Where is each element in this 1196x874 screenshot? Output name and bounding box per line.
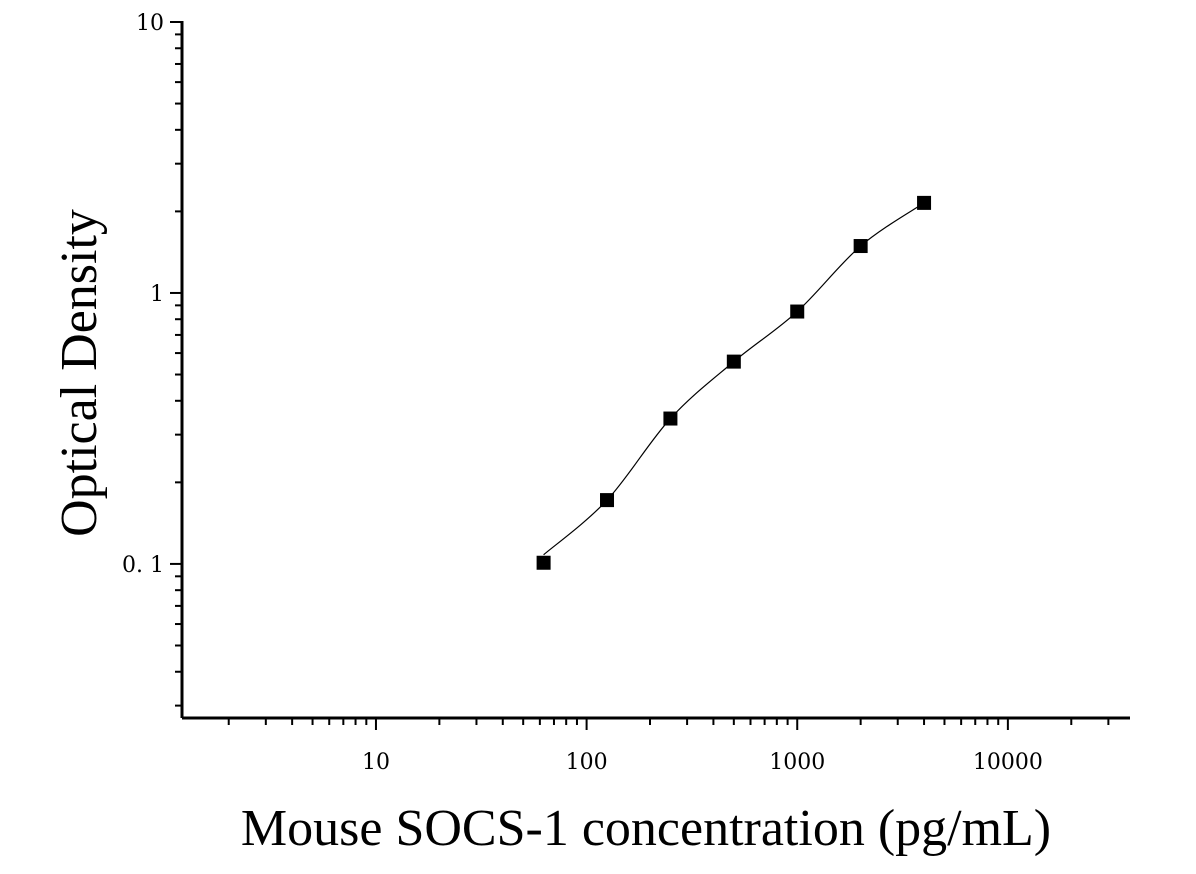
data-point xyxy=(917,195,932,210)
axis-ticks xyxy=(170,21,1110,730)
data-point xyxy=(853,239,868,254)
x-tick-label: 10 xyxy=(362,750,390,775)
data-point xyxy=(726,354,741,369)
y-tick-label: 0. 1 xyxy=(122,553,164,578)
data-points xyxy=(536,195,932,570)
x-tick-label: 100 xyxy=(566,750,608,775)
data-point xyxy=(536,555,551,570)
y-tick-label: 10 xyxy=(136,11,164,36)
y-tick-label: 1 xyxy=(150,282,164,307)
data-point xyxy=(663,411,678,426)
data-point xyxy=(600,493,615,508)
tick-labels: 10 100 1000 10000 0. 1 1 10 xyxy=(122,11,1043,775)
x-axis-title: Mouse SOCS-1 concentration (pg/mL) xyxy=(241,800,1051,857)
x-tick-label: 10000 xyxy=(973,750,1043,775)
axes xyxy=(180,21,1130,720)
data-point xyxy=(790,304,805,319)
x-tick-label: 1000 xyxy=(769,750,825,775)
y-axis-title: Optical Density xyxy=(51,209,108,537)
